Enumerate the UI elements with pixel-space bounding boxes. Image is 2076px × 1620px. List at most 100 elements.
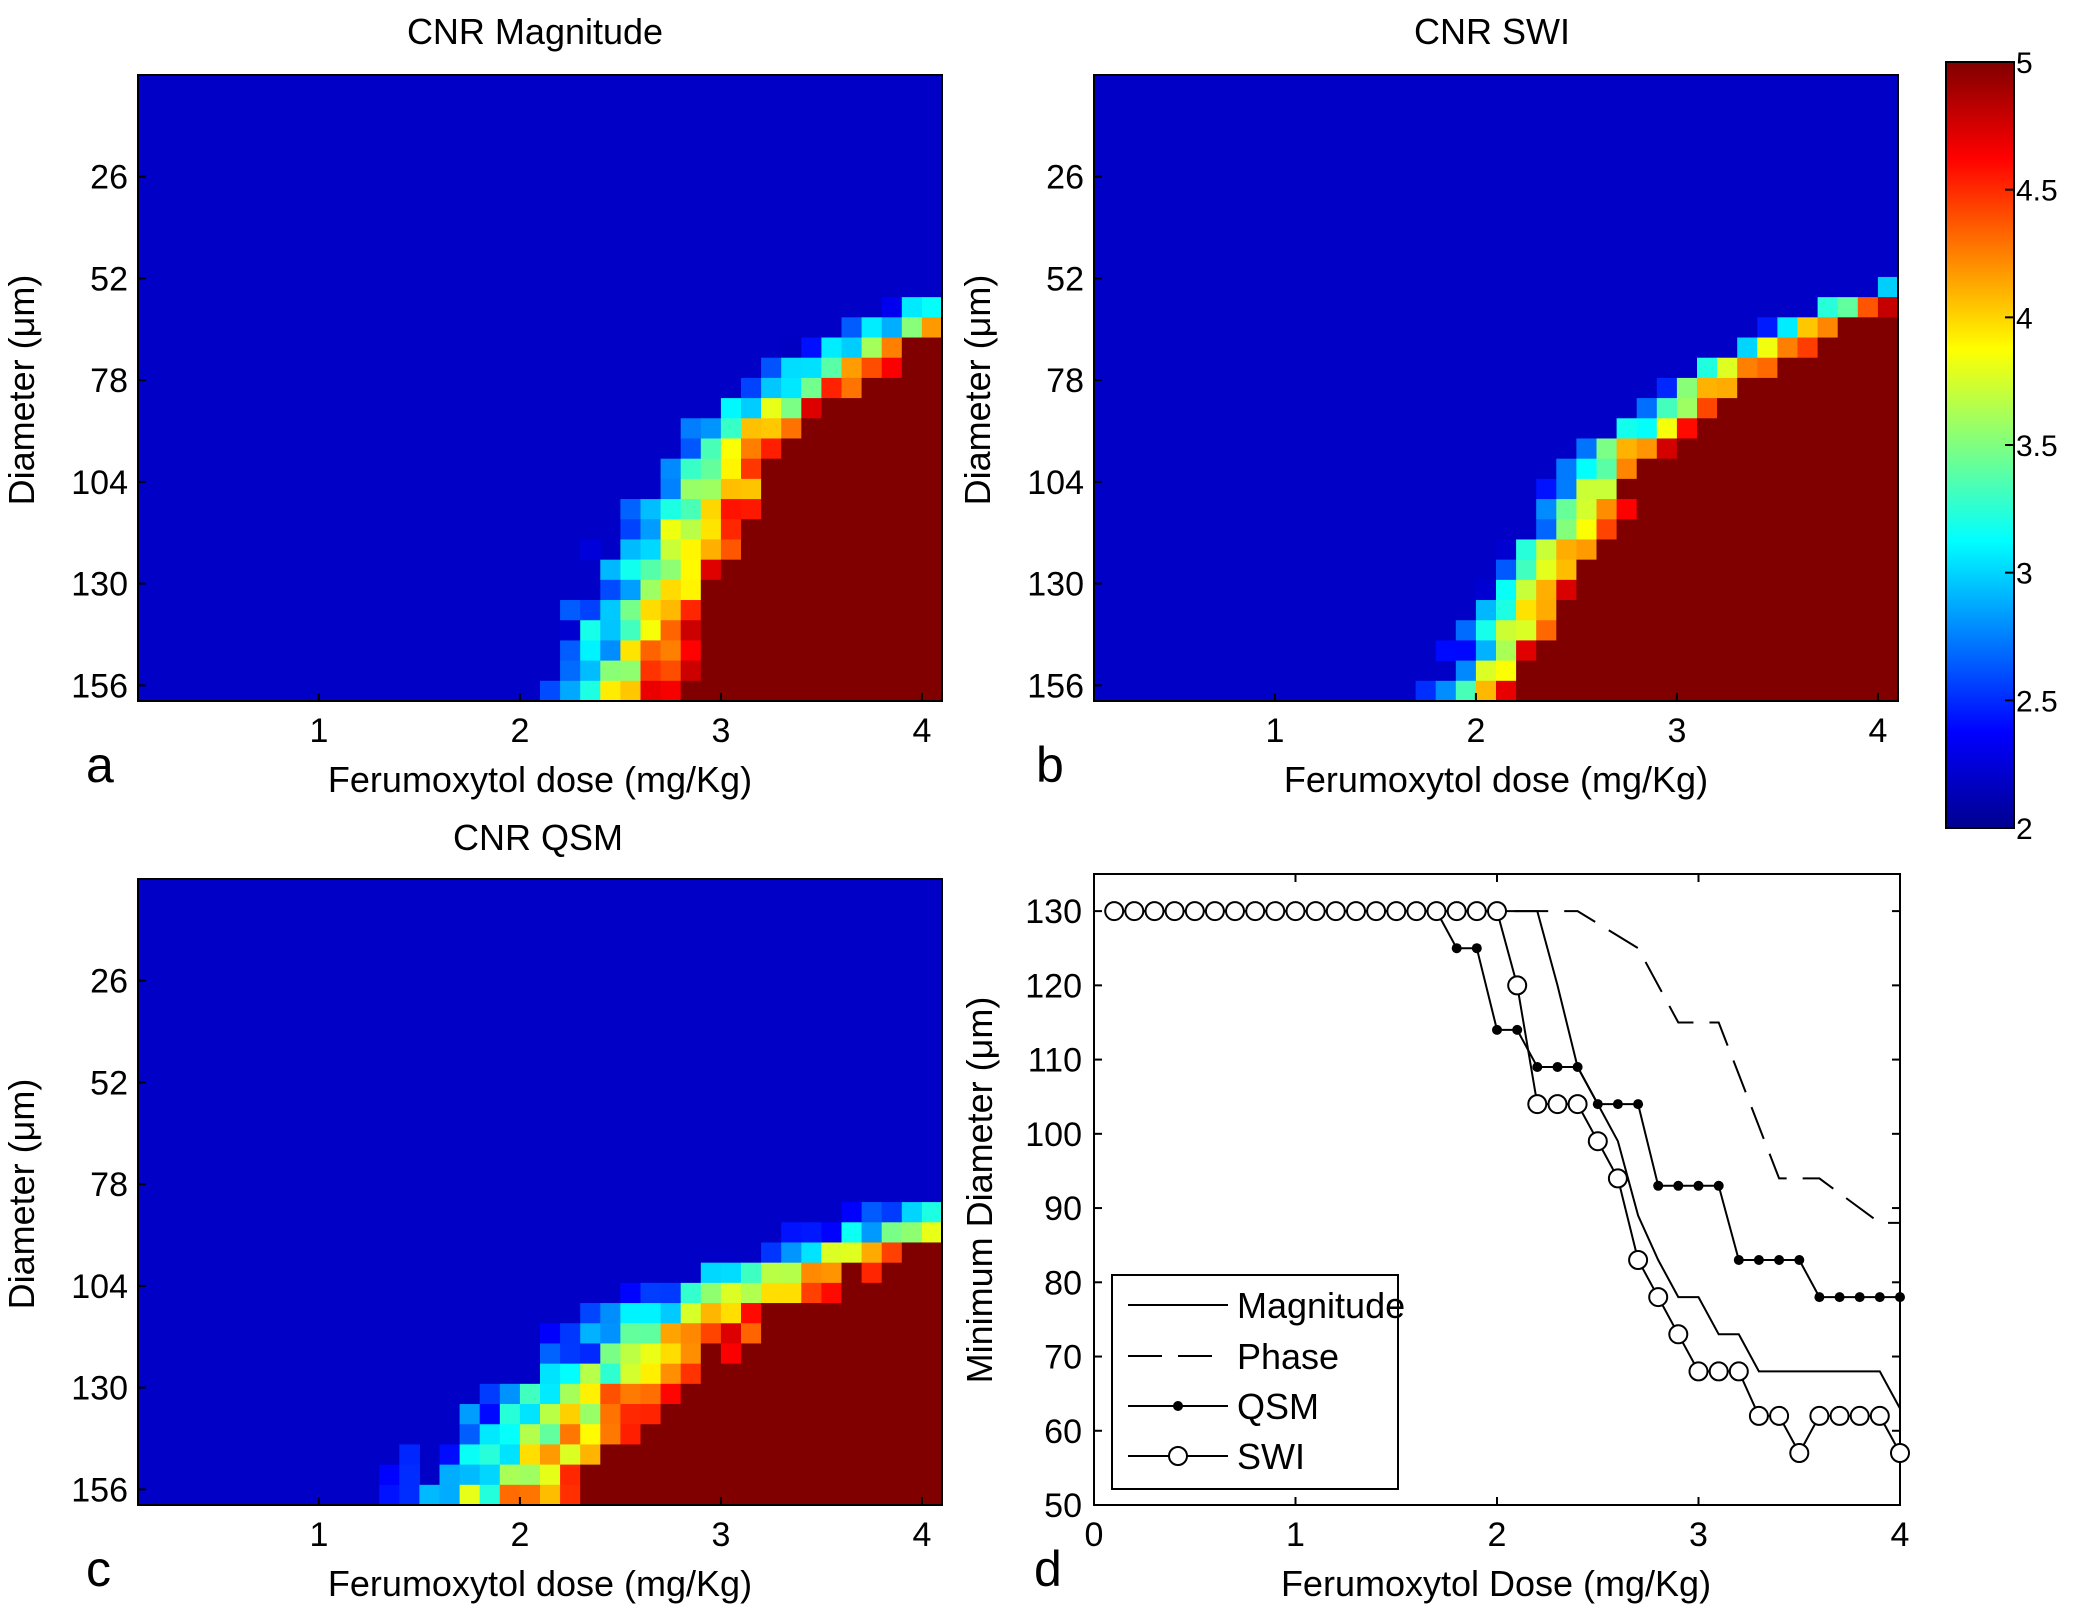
heatmap-cell bbox=[660, 680, 682, 702]
x-tick-label: 0 bbox=[1085, 1516, 1104, 1554]
swi-point bbox=[1305, 901, 1326, 922]
heatmap-cell bbox=[720, 499, 742, 520]
heatmap-cell bbox=[921, 317, 943, 339]
heatmap-cell bbox=[600, 1323, 621, 1345]
heatmap-cell bbox=[720, 539, 742, 561]
heatmap-cell bbox=[821, 620, 843, 642]
heatmap-cell bbox=[1556, 499, 1577, 520]
panel-c-axes: 1 2 3 4 26 52 78 104 130 156 bbox=[71, 963, 931, 1554]
heatmap-cell bbox=[881, 1484, 903, 1506]
heatmap-cell bbox=[700, 1464, 722, 1486]
panel-d-axes: 0 1 2 3 4 50 60 70 80 90 100 110 120 130 bbox=[1025, 874, 1909, 1554]
heatmap-cell bbox=[1496, 660, 1517, 682]
heatmap-cell bbox=[1636, 458, 1658, 480]
heatmap-cell bbox=[881, 1363, 903, 1385]
heatmap-cell bbox=[1837, 559, 1859, 581]
swi-point bbox=[1668, 1324, 1689, 1345]
heatmap-cell bbox=[1536, 478, 1557, 500]
heatmap-cell bbox=[700, 579, 722, 601]
heatmap-cell bbox=[1556, 600, 1577, 621]
swi-point bbox=[1346, 901, 1366, 922]
heatmap-cell bbox=[901, 539, 923, 561]
heatmap-cell bbox=[1817, 640, 1839, 662]
heatmap-cell bbox=[700, 620, 722, 642]
heatmap-cell bbox=[1877, 579, 1899, 601]
heatmap-cell bbox=[680, 458, 702, 480]
heatmap-cell bbox=[781, 600, 802, 621]
heatmap-cell bbox=[680, 1484, 702, 1506]
x-tick-label: 1 bbox=[309, 712, 328, 750]
heatmap-cell bbox=[921, 620, 943, 642]
heatmap-cell bbox=[901, 1464, 923, 1486]
heatmap-cell bbox=[1636, 600, 1658, 621]
heatmap-cell bbox=[921, 297, 943, 318]
heatmap-cell bbox=[881, 499, 903, 520]
swi-point bbox=[1386, 901, 1407, 922]
heatmap-cell bbox=[901, 680, 923, 702]
heatmap-cell bbox=[640, 1363, 662, 1385]
heatmap-cell bbox=[1777, 640, 1799, 662]
heatmap-cell bbox=[781, 620, 802, 642]
heatmap-cell bbox=[901, 1404, 923, 1425]
heatmap-cell bbox=[841, 418, 863, 440]
heatmap-cell bbox=[540, 1343, 561, 1365]
heatmap-cell bbox=[620, 1383, 642, 1405]
heatmap-cell bbox=[640, 640, 662, 662]
heatmap-cell bbox=[660, 559, 682, 581]
heatmap-cell bbox=[580, 1363, 601, 1385]
heatmap-cell bbox=[640, 1323, 662, 1345]
heatmap-cell bbox=[1435, 640, 1457, 662]
heatmap-cell bbox=[1777, 600, 1799, 621]
heatmap-cell bbox=[1877, 398, 1899, 419]
heatmap-cell bbox=[881, 458, 903, 480]
panel-d-series bbox=[1104, 901, 1910, 1463]
heatmap-cell bbox=[1877, 317, 1899, 339]
qsm-point bbox=[1874, 1292, 1885, 1303]
heatmap-cell bbox=[901, 519, 923, 541]
heatmap-cell bbox=[620, 559, 642, 581]
heatmap-cell bbox=[1616, 418, 1638, 440]
heatmap-cell bbox=[1697, 600, 1718, 621]
heatmap-cell bbox=[1455, 640, 1477, 662]
heatmap-cell bbox=[741, 1343, 762, 1365]
heatmap-cell bbox=[841, 640, 863, 662]
heatmap-cell bbox=[1857, 660, 1879, 682]
heatmap-cell bbox=[921, 1202, 943, 1223]
heatmap-cell bbox=[861, 478, 883, 500]
heatmap-cell bbox=[640, 680, 662, 702]
heatmap-cell bbox=[841, 1303, 863, 1324]
heatmap-cell bbox=[901, 1444, 923, 1466]
swi-point bbox=[1265, 901, 1286, 922]
colorbar-tick-label: 2.5 bbox=[2016, 685, 2058, 718]
heatmap-cell bbox=[1777, 499, 1799, 520]
heatmap-cell bbox=[781, 377, 802, 399]
heatmap-cell bbox=[921, 1444, 943, 1466]
heatmap-cell bbox=[660, 620, 682, 642]
heatmap-cell bbox=[901, 418, 923, 440]
heatmap-cell bbox=[660, 478, 682, 500]
heatmap-cell bbox=[1757, 377, 1778, 399]
qsm-point bbox=[1673, 1180, 1684, 1191]
heatmap-cell bbox=[1496, 559, 1517, 581]
swi-point bbox=[1104, 901, 1125, 922]
heatmap-cell bbox=[1757, 600, 1778, 621]
heatmap-cell bbox=[921, 660, 943, 682]
heatmap-cell bbox=[1596, 438, 1618, 460]
heatmap-cell bbox=[1817, 297, 1839, 318]
heatmap-cell bbox=[841, 1484, 863, 1506]
heatmap-cell bbox=[1697, 539, 1718, 561]
heatmap-cell bbox=[801, 1444, 822, 1466]
y-tick-label: 78 bbox=[90, 1166, 128, 1204]
heatmap-cell bbox=[660, 600, 682, 621]
heatmap-cell bbox=[921, 539, 943, 561]
panel-d: 0 1 2 3 4 50 60 70 80 90 100 110 120 130 Ferumoxytol … bbox=[959, 873, 1910, 1604]
y-tick-label: 60 bbox=[1044, 1413, 1082, 1451]
heatmap-cell bbox=[1516, 600, 1537, 621]
heatmap-cell bbox=[861, 600, 883, 621]
heatmap-cell bbox=[1636, 640, 1658, 662]
heatmap-cell bbox=[921, 377, 943, 399]
heatmap-cell bbox=[1556, 660, 1577, 682]
heatmap-cell bbox=[720, 418, 742, 440]
heatmap-cell bbox=[881, 337, 903, 359]
